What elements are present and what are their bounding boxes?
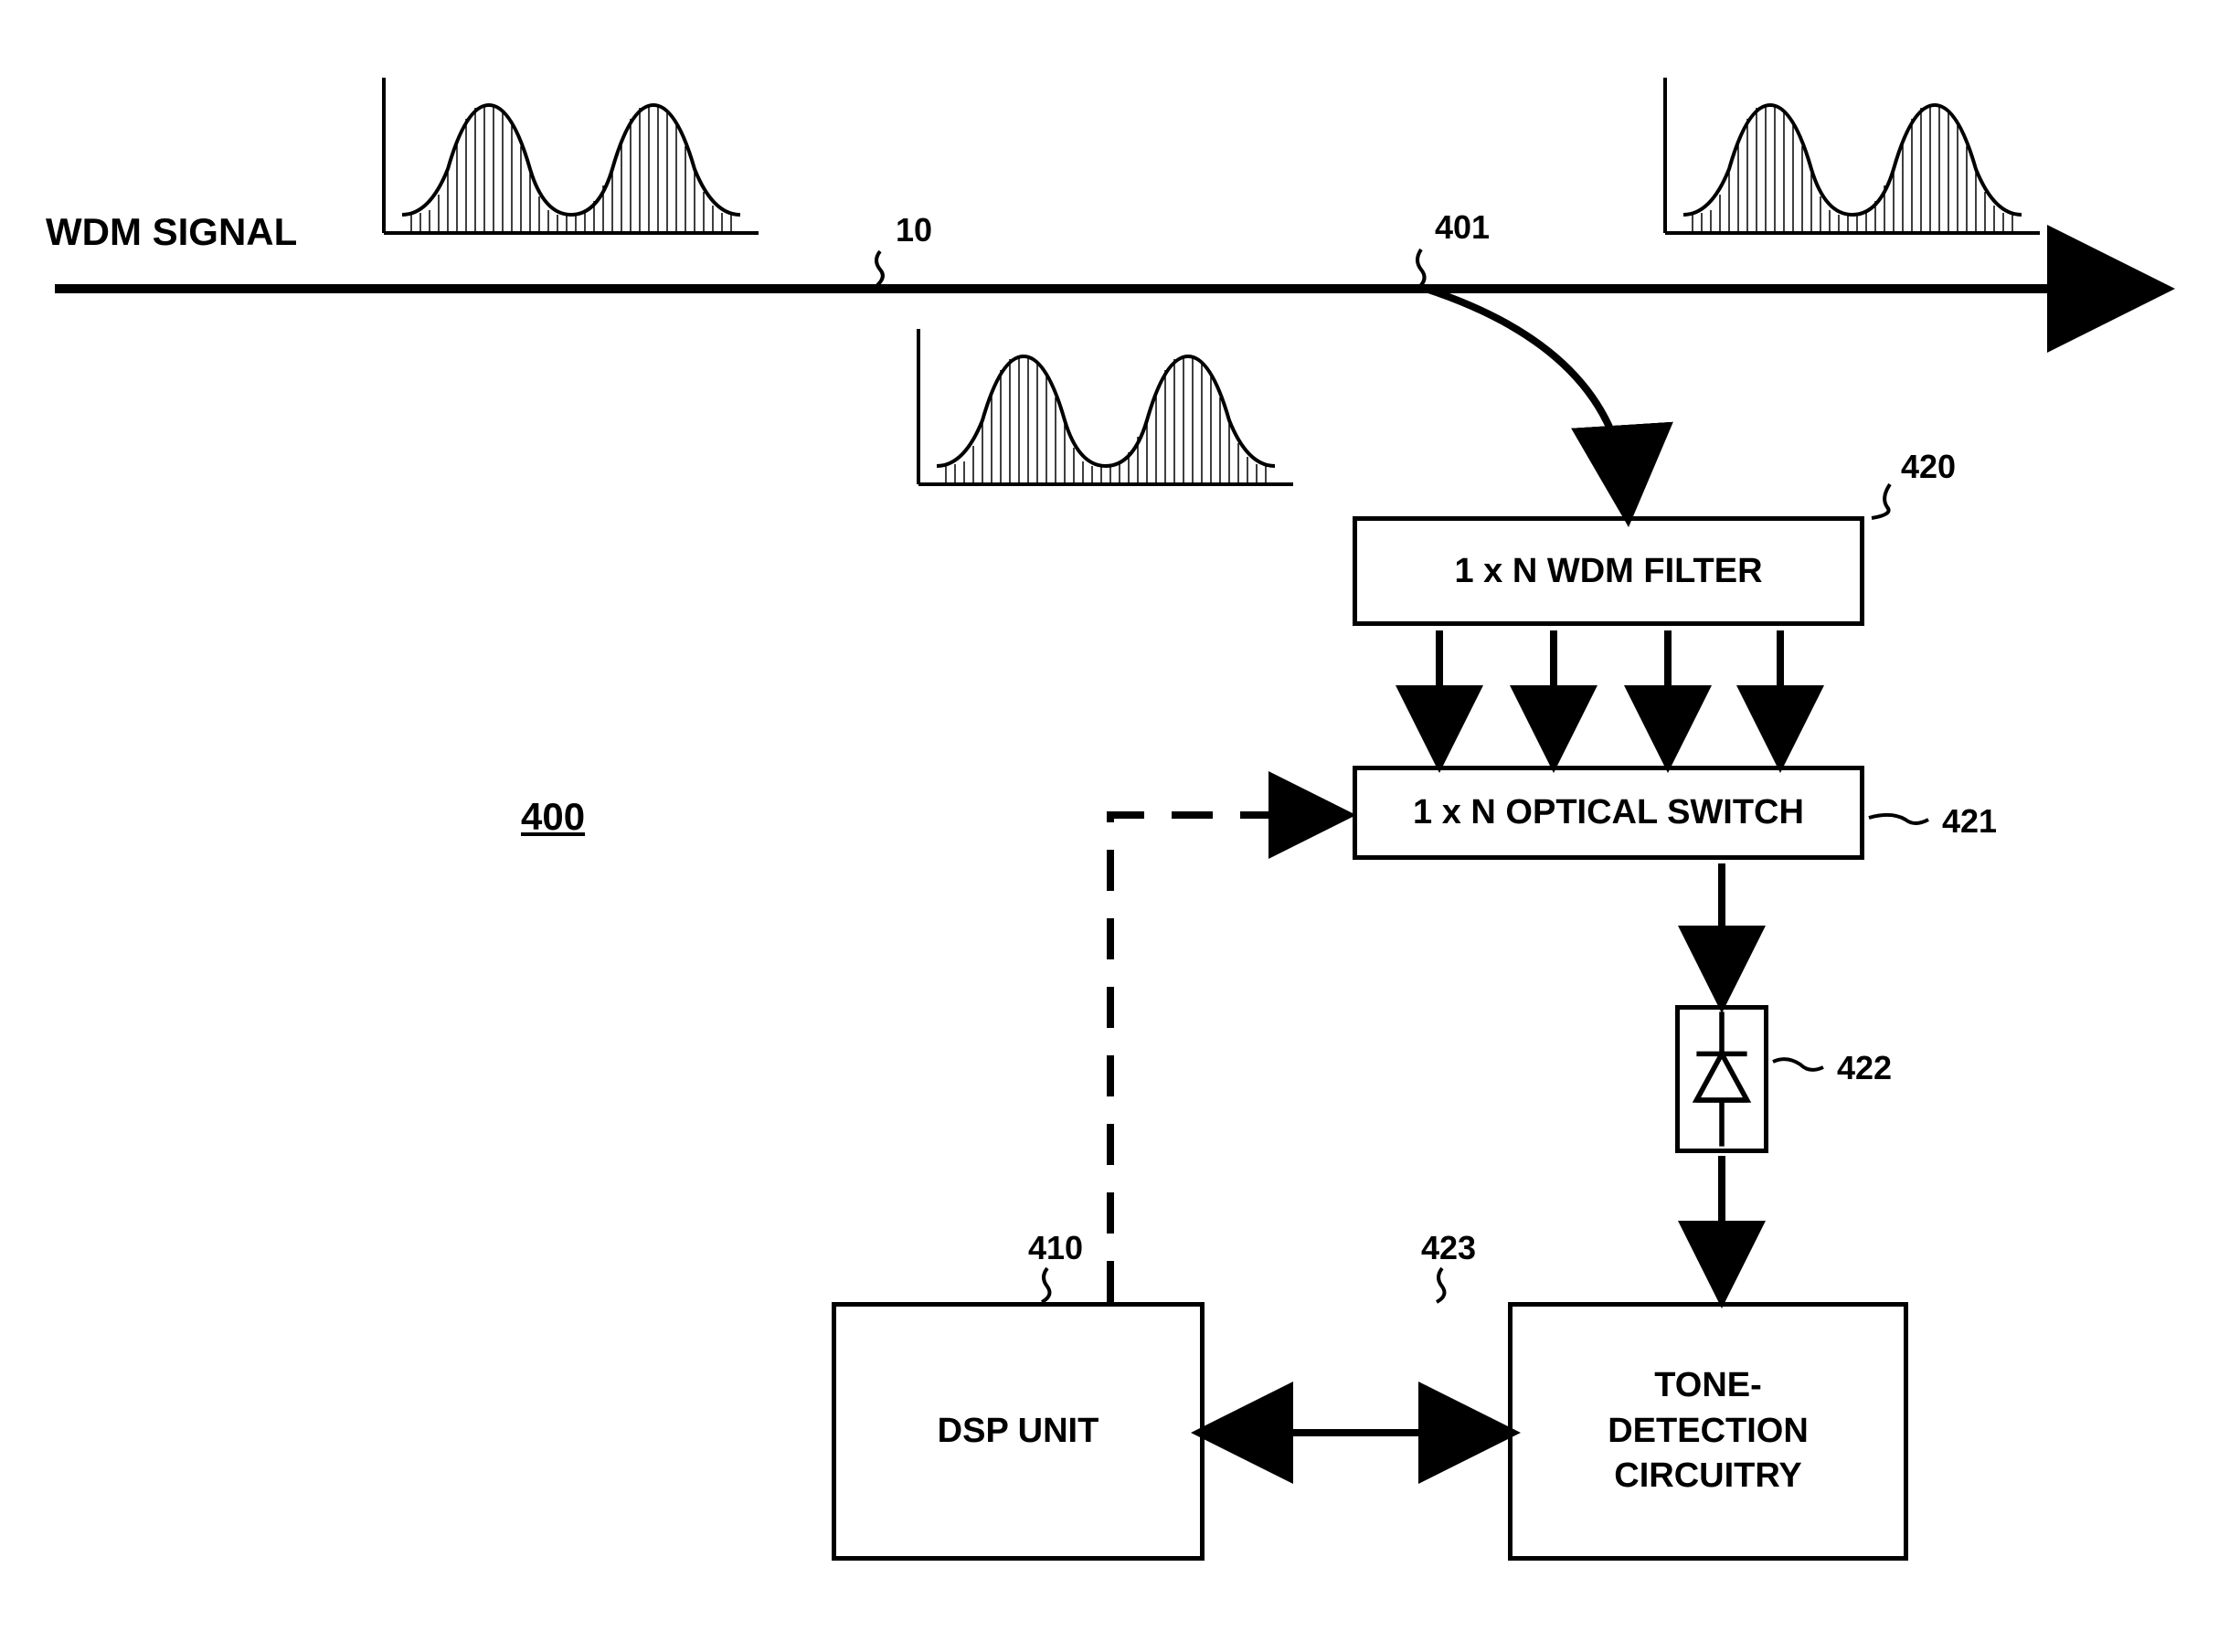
ref-422-label: 422 <box>1837 1049 1892 1087</box>
ref-401-label: 401 <box>1435 208 1490 247</box>
optical-switch-text: 1 x N OPTICAL SWITCH <box>1413 793 1804 832</box>
photodiode-box <box>1675 1005 1768 1153</box>
tone-detection-box: TONE- DETECTION CIRCUITRY <box>1508 1302 1908 1561</box>
wdm-signal-label: WDM SIGNAL <box>46 210 297 254</box>
tone-detection-text: TONE- DETECTION CIRCUITRY <box>1608 1363 1809 1498</box>
optical-switch-box: 1 x N OPTICAL SWITCH <box>1353 766 1864 860</box>
wdm-filter-text: 1 x N WDM FILTER <box>1454 552 1762 591</box>
photodiode-icon <box>1680 1006 1764 1152</box>
dsp-unit-box: DSP UNIT <box>832 1302 1205 1561</box>
wdm-filter-box: 1 x N WDM FILTER <box>1353 516 1864 626</box>
figure-number-label: 400 <box>521 795 585 839</box>
ref-420-label: 420 <box>1901 448 1956 486</box>
ref-10-label: 10 <box>896 211 932 249</box>
dsp-unit-text: DSP UNIT <box>938 1412 1099 1451</box>
ref-410-label: 410 <box>1028 1229 1083 1267</box>
ref-423-label: 423 <box>1421 1229 1476 1267</box>
ref-421-label: 421 <box>1942 802 1997 841</box>
